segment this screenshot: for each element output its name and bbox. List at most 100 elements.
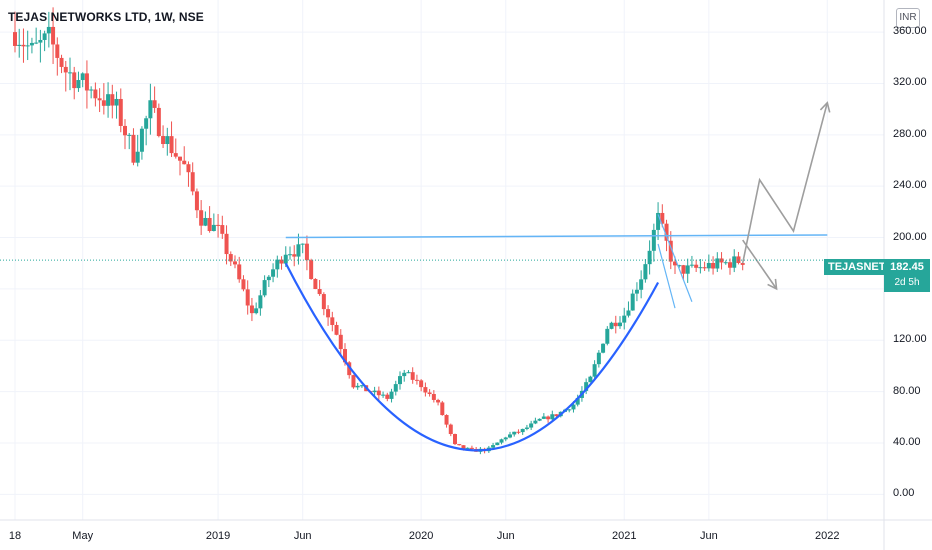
candle-up xyxy=(106,94,111,106)
candle-down xyxy=(330,317,335,325)
ticker-label: TEJASNET xyxy=(824,259,890,275)
candle-up xyxy=(524,427,529,429)
candle-up xyxy=(211,224,216,231)
candle-down xyxy=(245,289,250,306)
bar-countdown: 2d 5h xyxy=(894,277,920,288)
candle-up xyxy=(139,128,144,152)
candle-down xyxy=(351,375,356,388)
candle-up xyxy=(389,391,394,399)
candle-down xyxy=(207,217,212,231)
last-price: 182.45 xyxy=(890,261,924,273)
candle-up xyxy=(398,376,402,385)
candle-up xyxy=(550,414,555,420)
currency-button[interactable]: INR xyxy=(896,8,920,28)
candle-down xyxy=(317,289,322,295)
candle-down xyxy=(444,415,449,425)
candle-up xyxy=(533,420,538,424)
candle-up xyxy=(584,382,589,391)
candle-up xyxy=(605,328,610,344)
candle-down xyxy=(376,390,381,396)
candle-up xyxy=(283,254,288,264)
candle-down xyxy=(427,392,432,395)
chart-title: TEJAS NETWORKS LTD, 1W, NSE xyxy=(8,10,204,24)
candle-down xyxy=(237,264,242,280)
candle-up xyxy=(732,256,737,268)
time-axis-tick: Jun xyxy=(496,530,515,542)
candle-up xyxy=(114,98,119,106)
flag-line xyxy=(657,243,676,309)
price-label: 182.45 2d 5h xyxy=(884,259,930,292)
projection-down-arrow xyxy=(742,239,778,290)
candle-up xyxy=(144,118,149,129)
candle-down xyxy=(414,379,419,381)
price-axis-tick: 80.00 xyxy=(893,384,921,397)
candle-down xyxy=(59,57,64,67)
price-axis-tick: 320.00 xyxy=(893,76,927,89)
candle-down xyxy=(97,98,102,101)
candle-up xyxy=(520,428,525,433)
candle-up xyxy=(17,44,22,46)
time-axis-tick: 2022 xyxy=(815,530,840,542)
candle-up xyxy=(135,151,140,163)
candle-up xyxy=(402,372,407,377)
candle-down xyxy=(182,160,187,165)
candle-down xyxy=(152,100,157,108)
candle-up xyxy=(275,259,280,270)
candle-up xyxy=(723,262,728,264)
candle-up xyxy=(639,279,644,290)
candle-up xyxy=(508,434,512,438)
candle-up xyxy=(355,385,360,388)
candle-up xyxy=(406,372,411,374)
candle-up xyxy=(491,445,496,448)
candle-down xyxy=(84,73,89,91)
candle-down xyxy=(343,349,347,363)
candle-down xyxy=(233,261,237,265)
candle-down xyxy=(681,265,686,274)
candle-up xyxy=(698,267,703,269)
candle-down xyxy=(711,262,716,269)
candle-down xyxy=(63,66,68,73)
candle-down xyxy=(660,212,665,224)
candle-up xyxy=(541,416,546,419)
candle-up xyxy=(266,276,271,281)
drawing-overlays xyxy=(284,101,831,452)
candle-down xyxy=(55,44,60,58)
candle-down xyxy=(178,156,182,161)
flag-line xyxy=(657,214,693,302)
candle-up xyxy=(596,352,601,365)
candle-down xyxy=(72,72,77,89)
candles xyxy=(13,7,745,455)
candle-down xyxy=(313,278,318,290)
candle-down xyxy=(347,362,352,376)
time-axis-tick: May xyxy=(72,530,94,542)
candle-up xyxy=(25,45,30,47)
candle-down xyxy=(241,279,246,290)
candle-down xyxy=(423,387,428,393)
candle-down xyxy=(554,414,559,417)
candle-down xyxy=(190,172,195,192)
projection-down-arrow-arrowhead xyxy=(767,278,778,291)
candle-down xyxy=(93,89,98,99)
candle-down xyxy=(728,262,732,268)
candle-up xyxy=(68,72,72,74)
candle-down xyxy=(461,445,466,449)
candle-up xyxy=(300,243,305,245)
candle-up xyxy=(609,322,614,329)
candle-down xyxy=(668,240,673,262)
candle-up xyxy=(677,265,682,267)
candle-up xyxy=(80,73,85,81)
candle-up xyxy=(689,264,694,266)
candle-up xyxy=(165,136,170,145)
candle-down xyxy=(161,136,166,145)
candle-up xyxy=(148,100,153,119)
time-axis-tick: 2019 xyxy=(205,530,231,542)
candle-up xyxy=(647,250,652,265)
projection-up-arrow-arrowhead xyxy=(819,101,831,113)
candle-up xyxy=(359,385,364,387)
candle-down xyxy=(546,416,551,420)
candle-down xyxy=(51,26,56,45)
candle-up xyxy=(588,376,593,383)
candle-down xyxy=(419,380,424,388)
projection-up-arrow xyxy=(741,102,829,264)
